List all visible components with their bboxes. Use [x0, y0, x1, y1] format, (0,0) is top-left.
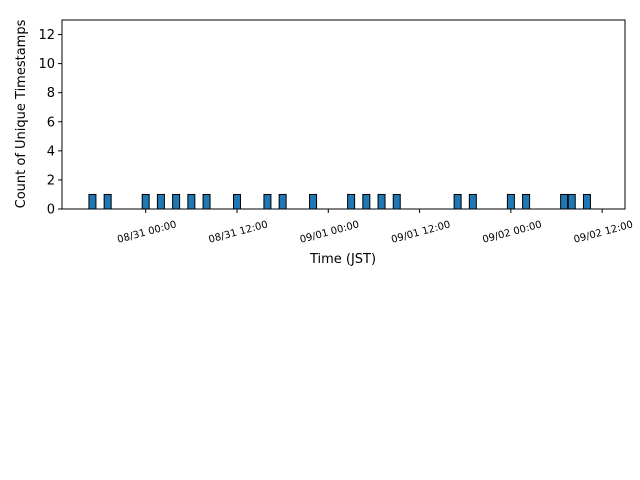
y-tick-label: 2: [47, 173, 55, 188]
histogram-bar: [377, 193, 386, 210]
x-tick-label: 09/01 12:00: [390, 219, 452, 245]
histogram-bar: [347, 193, 356, 210]
x-tick-label: 09/02 12:00: [573, 219, 635, 245]
axes: 0 2 4 6 8 10 12 08/31 00:00 08/31 12:00 09/01 00:…: [38, 19, 635, 246]
histogram-bar: [453, 193, 462, 210]
y-tick-label: 10: [38, 57, 55, 72]
x-tick-label: 08/31 00:00: [116, 219, 178, 245]
y-tick-label: 0: [47, 203, 55, 218]
histogram-bar: [88, 193, 97, 210]
x-tick-label: 09/02 00:00: [481, 219, 543, 245]
histogram-bar: [187, 193, 196, 210]
histogram-bar: [362, 193, 371, 210]
histogram-bar: [506, 193, 515, 210]
histogram-bar: [278, 193, 287, 210]
y-tick-label: 8: [47, 86, 55, 101]
histogram-bar: [156, 193, 165, 210]
bars: [81, 193, 618, 210]
histogram-bar: [392, 193, 401, 210]
y-tick-label: 4: [47, 144, 55, 159]
histogram-bar: [103, 193, 112, 210]
y-tick-label: 6: [47, 115, 55, 130]
histogram-bar: [560, 193, 569, 210]
plot-frame: [61, 19, 626, 210]
histogram-bar: [263, 193, 272, 210]
histogram-bar: [309, 193, 318, 210]
histogram-bar: [582, 193, 591, 210]
x-tick-label: 08/31 12:00: [208, 219, 270, 245]
histogram-bar: [172, 193, 181, 210]
y-axis-label: Count of Unique Timestamps: [14, 19, 29, 208]
histogram-bar: [141, 193, 150, 210]
x-tick-label: 09/01 00:00: [299, 219, 361, 245]
histogram-bar: [522, 193, 531, 210]
histogram-bar: [468, 193, 477, 210]
y-tick-label: 12: [38, 28, 55, 43]
histogram-bar: [202, 193, 211, 210]
x-axis-label: Time (JST): [309, 252, 376, 267]
histogram-bar: [232, 193, 241, 210]
histogram-bar: [567, 193, 576, 210]
